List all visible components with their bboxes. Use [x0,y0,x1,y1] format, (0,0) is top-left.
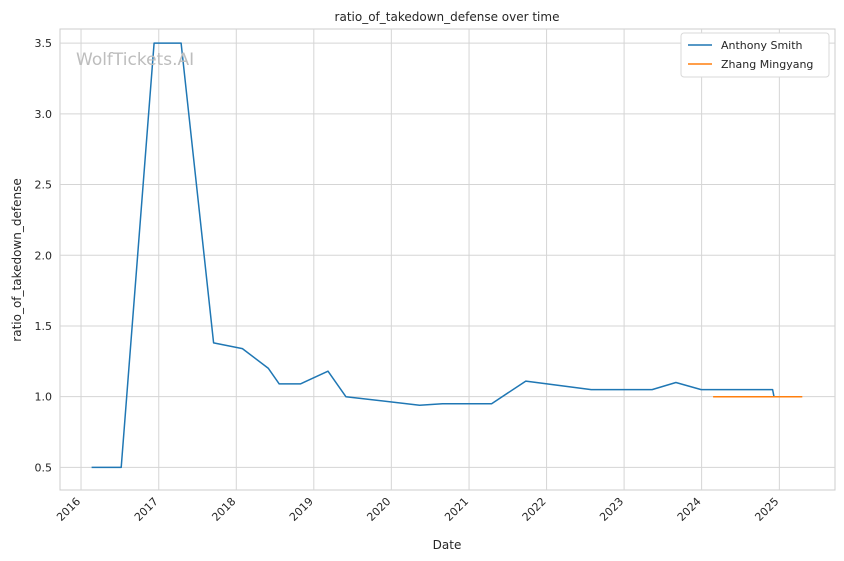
y-tick-label: 1.5 [35,320,53,333]
x-tick-label: 2025 [752,495,781,524]
x-tick-label: 2019 [287,495,316,524]
legend: Anthony Smith Zhang Mingyang [680,32,830,78]
x-tick-label: 2024 [675,495,704,524]
y-tick-label: 1.0 [35,391,53,404]
chart-title: ratio_of_takedown_defense over time [335,10,560,24]
legend-label-zhang-mingyang: Zhang Mingyang [721,58,813,71]
y-axis-title: ratio_of_takedown_defense [10,178,24,341]
x-tick-label: 2020 [364,495,393,524]
watermark-text: WolfTickets.AI [76,50,194,70]
x-tick-label: 2021 [442,495,471,524]
x-tick-label: 2017 [132,495,161,524]
x-tick-label: 2023 [597,495,626,524]
plot-background [59,28,836,491]
series-lines [91,42,803,469]
y-tick-label: 2.0 [35,249,53,262]
x-tick-label: 2016 [54,495,83,524]
legend-box [680,32,830,78]
y-tick-label: 3.5 [35,37,53,50]
x-tick-label: 2022 [520,495,549,524]
y-tick-label: 2.5 [35,179,53,192]
y-tick-label: 3.0 [35,108,53,121]
series-line-anthony-smith [91,42,801,469]
legend-label-anthony-smith: Anthony Smith [721,39,803,52]
y-tick-label: 0.5 [35,461,53,474]
x-axis-title: Date [433,538,462,552]
x-tick-label: 2018 [209,495,238,524]
